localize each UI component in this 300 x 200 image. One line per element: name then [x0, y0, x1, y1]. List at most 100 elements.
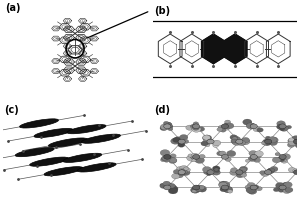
Circle shape	[192, 126, 199, 130]
Circle shape	[224, 187, 232, 193]
Circle shape	[272, 157, 281, 163]
Ellipse shape	[44, 167, 83, 176]
Circle shape	[187, 155, 196, 161]
Circle shape	[178, 170, 185, 175]
Circle shape	[242, 137, 250, 143]
Circle shape	[243, 119, 252, 125]
Circle shape	[241, 139, 250, 145]
Text: (d): (d)	[154, 105, 170, 115]
Circle shape	[163, 125, 170, 129]
Circle shape	[212, 140, 221, 146]
Circle shape	[230, 168, 238, 172]
Ellipse shape	[20, 119, 58, 128]
Circle shape	[248, 190, 252, 193]
Circle shape	[279, 154, 286, 159]
Circle shape	[249, 151, 257, 156]
Circle shape	[262, 139, 272, 145]
Circle shape	[160, 183, 164, 186]
Circle shape	[164, 154, 171, 159]
Circle shape	[245, 159, 250, 162]
Circle shape	[176, 167, 184, 171]
Circle shape	[289, 139, 295, 144]
Circle shape	[202, 167, 211, 173]
Ellipse shape	[82, 134, 121, 143]
Circle shape	[232, 139, 238, 144]
Circle shape	[281, 154, 290, 160]
Circle shape	[250, 185, 257, 190]
Circle shape	[194, 185, 204, 191]
Polygon shape	[223, 34, 247, 64]
Circle shape	[260, 171, 265, 174]
Circle shape	[169, 158, 177, 163]
Circle shape	[169, 186, 178, 192]
Circle shape	[293, 139, 300, 144]
Ellipse shape	[30, 157, 69, 166]
Circle shape	[256, 186, 262, 191]
Circle shape	[214, 168, 219, 171]
Circle shape	[170, 185, 176, 189]
Text: (a): (a)	[4, 3, 20, 13]
Circle shape	[164, 185, 171, 190]
Circle shape	[296, 137, 300, 142]
Circle shape	[205, 143, 210, 147]
Circle shape	[292, 139, 298, 144]
Circle shape	[251, 124, 255, 127]
Circle shape	[190, 124, 196, 128]
Circle shape	[223, 186, 232, 192]
Circle shape	[203, 139, 211, 145]
Circle shape	[276, 183, 285, 189]
Circle shape	[247, 123, 256, 129]
Circle shape	[279, 125, 289, 131]
Circle shape	[279, 124, 286, 129]
Ellipse shape	[34, 128, 73, 138]
Circle shape	[221, 124, 230, 130]
Circle shape	[247, 183, 255, 188]
Circle shape	[230, 135, 238, 140]
Circle shape	[206, 173, 211, 176]
Circle shape	[179, 135, 188, 140]
Circle shape	[193, 122, 199, 126]
Circle shape	[270, 169, 275, 172]
Circle shape	[283, 188, 291, 194]
Circle shape	[288, 167, 296, 172]
Circle shape	[171, 138, 180, 144]
Circle shape	[202, 135, 212, 141]
Circle shape	[178, 140, 183, 143]
Circle shape	[219, 181, 228, 187]
Circle shape	[162, 155, 171, 161]
Circle shape	[190, 155, 198, 159]
Circle shape	[246, 187, 256, 193]
Circle shape	[279, 185, 286, 190]
Circle shape	[212, 166, 220, 171]
Circle shape	[220, 128, 226, 132]
Circle shape	[270, 140, 277, 145]
Circle shape	[188, 154, 193, 157]
Circle shape	[214, 141, 219, 144]
Circle shape	[175, 137, 181, 141]
Circle shape	[268, 137, 277, 143]
Circle shape	[242, 171, 246, 174]
Circle shape	[205, 168, 213, 173]
Circle shape	[240, 166, 248, 172]
Circle shape	[184, 167, 189, 170]
Circle shape	[279, 124, 285, 128]
Circle shape	[166, 122, 172, 126]
Circle shape	[262, 140, 272, 146]
Circle shape	[238, 140, 247, 145]
Circle shape	[191, 155, 199, 160]
Circle shape	[237, 140, 245, 146]
Circle shape	[190, 125, 196, 129]
Circle shape	[284, 182, 292, 188]
Circle shape	[186, 125, 194, 130]
Circle shape	[279, 186, 287, 192]
Circle shape	[232, 136, 241, 142]
Circle shape	[160, 124, 170, 130]
Circle shape	[248, 123, 255, 128]
Circle shape	[266, 136, 271, 140]
Circle shape	[226, 151, 236, 157]
Circle shape	[271, 139, 278, 143]
Circle shape	[286, 125, 292, 129]
Circle shape	[193, 188, 199, 192]
Circle shape	[236, 172, 244, 178]
Circle shape	[257, 128, 263, 132]
